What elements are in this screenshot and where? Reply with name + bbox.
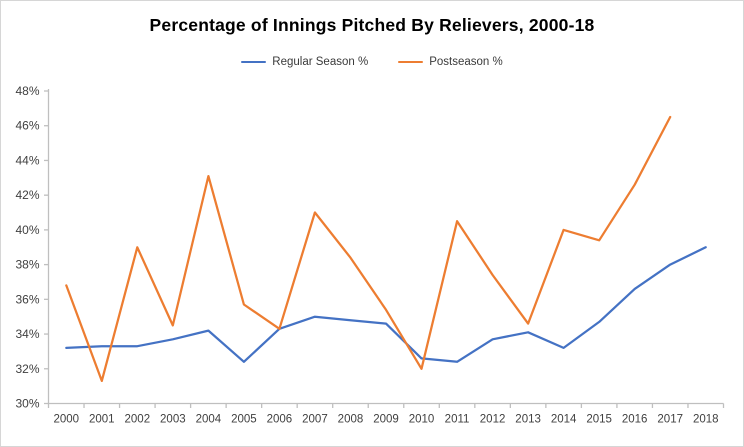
- y-axis-label: 38%: [15, 258, 39, 272]
- chart-legend: Regular Season % Postseason %: [1, 56, 743, 68]
- x-axis-label: 2004: [196, 414, 222, 426]
- x-axis-label: 2003: [160, 414, 186, 426]
- legend-item-postseason: Postseason %: [398, 56, 503, 68]
- regular-season-line-swatch-icon: [241, 60, 267, 64]
- x-axis-label: 2001: [89, 414, 115, 426]
- x-axis-label: 2012: [480, 414, 506, 426]
- y-axis-label: 36%: [15, 292, 39, 306]
- y-axis-label: 40%: [15, 223, 39, 237]
- x-axis-label: 2010: [409, 414, 435, 426]
- x-axis-label: 2011: [445, 414, 470, 426]
- postseason-line-swatch-icon: [398, 60, 424, 64]
- x-axis-label: 2013: [515, 414, 541, 426]
- y-axis-label: 32%: [15, 362, 39, 376]
- x-axis-label: 2002: [125, 414, 151, 426]
- x-axis-label: 2015: [586, 414, 612, 426]
- x-axis-label: 2005: [231, 414, 257, 426]
- x-axis-label: 2018: [693, 414, 719, 426]
- x-axis-label: 2016: [622, 414, 648, 426]
- legend-item-regular-season: Regular Season %: [241, 56, 368, 68]
- x-axis-label: 2008: [338, 414, 364, 426]
- legend-label-postseason: Postseason %: [429, 56, 503, 68]
- y-axis-label: 46%: [15, 119, 39, 133]
- x-axis-label: 2006: [267, 414, 293, 426]
- x-axis-label: 2017: [657, 414, 683, 426]
- x-axis-label: 2007: [302, 414, 328, 426]
- chart-title: Percentage of Innings Pitched By Relieve…: [149, 15, 595, 35]
- legend-label-regular-season: Regular Season %: [272, 56, 369, 68]
- y-axis-label: 44%: [15, 153, 39, 167]
- y-axis-label: 34%: [15, 327, 39, 341]
- y-axis-label: 30%: [15, 397, 39, 411]
- x-axis-label: 2000: [53, 414, 79, 426]
- postseason-series-line: [65, 115, 672, 383]
- x-axis-label: 2009: [373, 414, 399, 426]
- x-axis-label: 2014: [551, 414, 577, 426]
- y-axis-label: 42%: [15, 188, 39, 202]
- regular-season-series-line: [65, 246, 707, 363]
- y-axis-label: 48%: [15, 84, 39, 98]
